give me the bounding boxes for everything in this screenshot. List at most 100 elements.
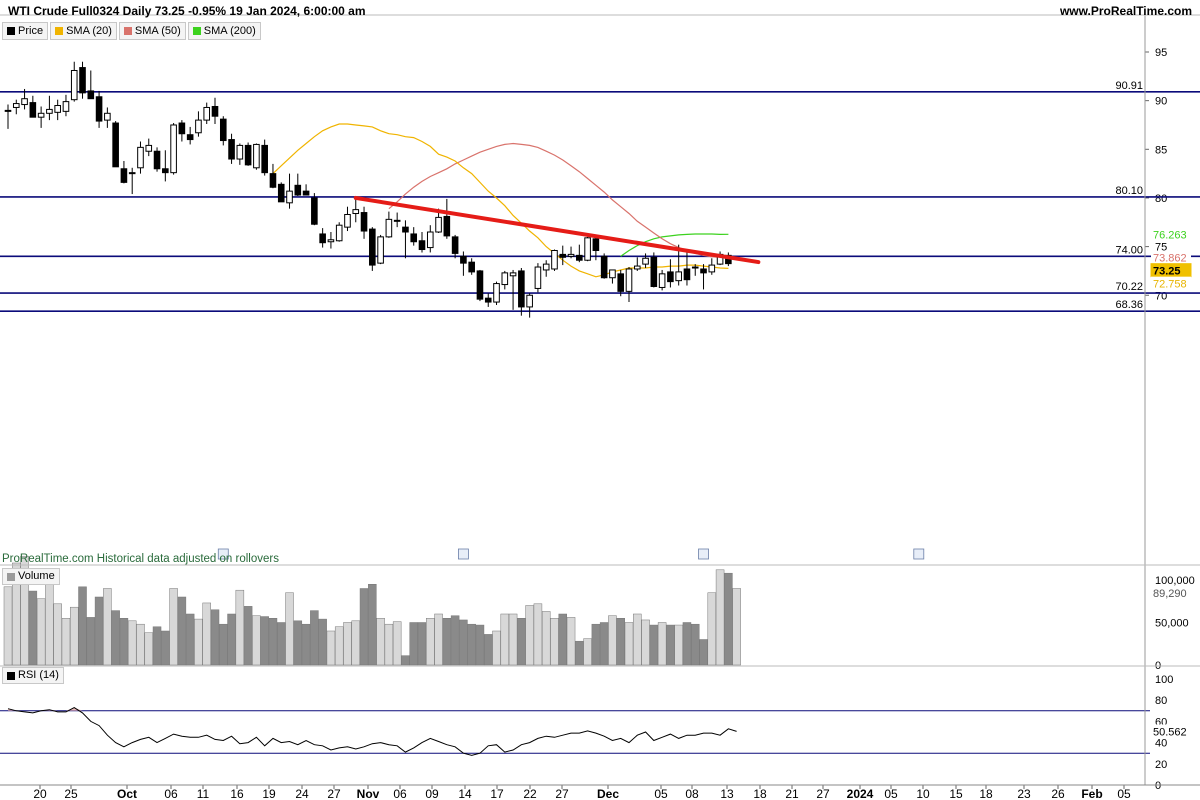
volume-bar bbox=[583, 638, 592, 666]
volume-bar bbox=[310, 610, 319, 666]
candle-body bbox=[186, 134, 194, 141]
volume-bar bbox=[649, 624, 659, 666]
level-label: 70.22 bbox=[1115, 281, 1143, 293]
candle-body bbox=[700, 268, 707, 274]
event-marker-icon bbox=[913, 548, 925, 560]
candle-body bbox=[286, 190, 293, 204]
price-tick-label: 75 bbox=[1155, 242, 1167, 254]
candle-body bbox=[211, 105, 219, 117]
legend-label: SMA (20) bbox=[66, 25, 112, 37]
rsi-title-label: RSI (14) bbox=[18, 669, 59, 681]
x-tick-label: Nov bbox=[357, 787, 380, 800]
candle-body bbox=[642, 257, 649, 265]
volume-bar bbox=[575, 640, 584, 666]
volume-bar bbox=[467, 623, 476, 666]
rsi-tick-label: 80 bbox=[1155, 695, 1167, 707]
x-tick-label: 23 bbox=[1017, 787, 1031, 800]
volume-bar bbox=[343, 622, 352, 666]
level-label: 80.10 bbox=[1115, 185, 1143, 197]
legend-swatch-sma50 bbox=[123, 27, 132, 35]
candle-body bbox=[269, 173, 277, 188]
x-tick-label: 17 bbox=[490, 787, 504, 800]
candle-body bbox=[443, 215, 451, 237]
volume-bar bbox=[674, 624, 683, 666]
volume-bar bbox=[161, 630, 170, 666]
legend-label: SMA (200) bbox=[203, 25, 256, 37]
volume-bar bbox=[301, 623, 311, 666]
price-panel: 95 90 85 80 75 70 90.91 80.10 74.00 70.22 68.36 76.… bbox=[0, 47, 1200, 560]
legend-item-price[interactable]: Price bbox=[2, 22, 49, 40]
rsi-tick-label: 20 bbox=[1155, 759, 1167, 771]
volume-bar bbox=[144, 632, 154, 666]
candle-body bbox=[418, 240, 426, 251]
rsi-title[interactable]: RSI (14) bbox=[2, 667, 64, 684]
volume-current-box bbox=[1151, 586, 1195, 599]
x-tick-label: 2024 bbox=[847, 787, 874, 800]
candle-body bbox=[377, 236, 384, 264]
current-value-box bbox=[1151, 227, 1191, 241]
legend-item-sma20[interactable]: SMA (20) bbox=[50, 22, 117, 40]
volume-title[interactable]: Volume bbox=[2, 568, 60, 585]
candle-body bbox=[195, 119, 202, 134]
volume-bar bbox=[334, 626, 344, 666]
candle-body bbox=[70, 69, 78, 101]
candle-body bbox=[79, 67, 86, 94]
volume-bar bbox=[260, 616, 269, 666]
volume-bar bbox=[252, 615, 261, 666]
volume-bar bbox=[690, 623, 700, 666]
volume-bar bbox=[715, 569, 725, 666]
price-tick-label: 90 bbox=[1155, 96, 1167, 108]
candle-body bbox=[137, 146, 144, 169]
volume-bar bbox=[119, 618, 129, 666]
volume-bar bbox=[293, 620, 303, 666]
candle-body bbox=[311, 197, 318, 225]
volume-bar bbox=[268, 618, 278, 666]
volume-bar bbox=[12, 562, 21, 666]
indicator-legend: Price SMA (20) SMA (50) SMA (200) bbox=[2, 22, 261, 40]
x-tick-label: 20 bbox=[33, 787, 47, 800]
volume-bar bbox=[86, 617, 96, 666]
legend-item-sma200[interactable]: SMA (200) bbox=[187, 22, 261, 40]
volume-bar bbox=[616, 618, 625, 666]
sma50-line bbox=[388, 142, 729, 259]
volume-bar bbox=[318, 618, 327, 666]
site-link[interactable]: www.ProRealTime.com bbox=[1059, 4, 1192, 18]
volume-bar bbox=[169, 588, 178, 666]
candle-body bbox=[426, 231, 434, 249]
volume-bar bbox=[417, 622, 427, 666]
volume-bar bbox=[53, 603, 62, 666]
x-tick-label: Dec bbox=[597, 787, 619, 800]
volume-bar bbox=[227, 613, 236, 666]
candle-body bbox=[542, 263, 550, 271]
x-tick-label: 05 bbox=[1117, 787, 1131, 800]
candle-body bbox=[62, 101, 70, 112]
candle-body bbox=[393, 219, 401, 222]
candle-body bbox=[236, 144, 244, 160]
candle-body bbox=[95, 96, 103, 122]
x-tick-label: 16 bbox=[230, 787, 244, 800]
volume-bar bbox=[599, 622, 609, 666]
volume-bar bbox=[442, 618, 452, 666]
candle-body bbox=[87, 90, 95, 100]
price-tick-label: 80 bbox=[1155, 193, 1167, 205]
x-tick-label: 26 bbox=[1051, 787, 1065, 800]
candle-body bbox=[600, 255, 608, 279]
x-tick-label: 06 bbox=[164, 787, 178, 800]
candle-body bbox=[584, 237, 591, 261]
x-tick-label: 09 bbox=[425, 787, 439, 800]
legend-swatch-price bbox=[7, 27, 15, 35]
candle-body bbox=[319, 233, 326, 244]
volume-bar bbox=[136, 623, 145, 666]
current-value-label: 76.263 bbox=[1153, 229, 1187, 241]
x-axis: 20 25 Oct 06 11 16 19 24 27 Nov 06 09 14 17 22 27 Dec 05 0… bbox=[33, 785, 1131, 800]
candle-body bbox=[29, 102, 37, 118]
x-tick-label: 25 bbox=[64, 787, 78, 800]
candle-body bbox=[675, 271, 682, 282]
candle-body bbox=[625, 268, 633, 292]
candle-body bbox=[576, 254, 583, 261]
legend-item-sma50[interactable]: SMA (50) bbox=[118, 22, 186, 40]
volume-bar bbox=[641, 619, 650, 666]
candle-body bbox=[667, 271, 674, 283]
volume-bar bbox=[78, 586, 87, 666]
